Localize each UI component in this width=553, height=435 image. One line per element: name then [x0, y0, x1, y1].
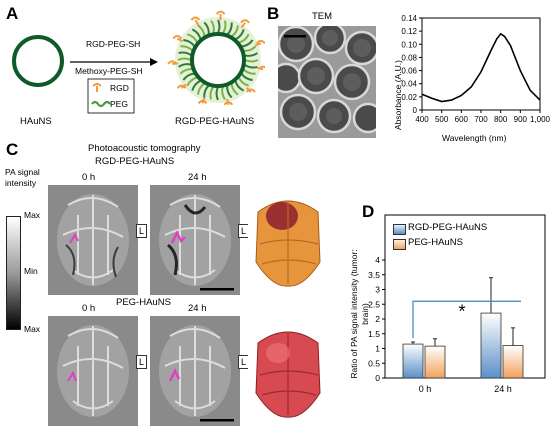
absorbance-x-tick: 800 [494, 115, 508, 124]
pa-image-rgd-24h [150, 185, 240, 295]
rgd-ligand-icon [240, 19, 250, 29]
tem-scale-bar [284, 35, 306, 38]
side-marker-peg-0h: L [136, 355, 147, 369]
rgd-legend-icon [92, 83, 102, 92]
rgd-ligand-icon [167, 60, 179, 65]
reaction-arrow-head [150, 58, 158, 66]
absorbance-y-tick: 0.06 [401, 67, 417, 76]
absorbance-x-tick: 700 [474, 115, 488, 124]
ratio-y-tick: 2 [375, 314, 380, 324]
pa-image-rgd-0h [48, 185, 138, 295]
ratio-y-tick: 1.5 [368, 329, 380, 339]
rgd-ligand-icon [223, 98, 234, 106]
side-marker-rgd-0h: L [136, 224, 147, 238]
rgd-peg-hauns-label: RGD-PEG-HAuNS [175, 116, 255, 127]
rgd-peg-hauns-sphere [167, 10, 265, 106]
absorbance-ylabel: Absorbance (A.U.) [393, 60, 403, 130]
absorbance-y-tick: 0 [413, 106, 418, 115]
hauns-sphere [12, 35, 64, 87]
peg-time-24: 24 h [188, 303, 207, 314]
legend-peg-swatch [393, 239, 406, 250]
absorbance-y-tick: 0.14 [401, 14, 417, 23]
peg-legend-icon [91, 100, 111, 108]
pat-title: Photoacoustic tomography [88, 143, 201, 154]
rgd-ligand-icon [190, 16, 201, 26]
absorbance-x-tick: 600 [455, 115, 469, 124]
rgd-ligand-icon [215, 10, 226, 21]
pa-image-peg-0h [48, 316, 138, 426]
brain-photo-peg [248, 323, 328, 423]
rgd-time-0: 0 h [82, 172, 96, 183]
pa-colorbar [6, 216, 21, 330]
pa-image-peg-24h [150, 316, 240, 426]
peg-row-title: PEG-HAuNS [116, 297, 171, 308]
ratio-plot-frame [384, 214, 546, 379]
ratio-y-tick: 3 [375, 285, 380, 295]
absorbance-curve [421, 32, 541, 103]
panel-b-letter: B [267, 4, 280, 23]
rgd-ligand-icon [172, 35, 184, 43]
absorbance-x-tick: 400 [415, 115, 429, 124]
panel-d-letter: D [362, 202, 375, 221]
absorbance-y-tick: 0.10 [401, 40, 417, 49]
ratio-ylabel: Ratio of PA signal intensity (tumor: bra… [349, 249, 370, 379]
significance-bracket [412, 300, 521, 339]
ratio-bar [480, 312, 502, 379]
rgd-time-24: 24 h [188, 172, 207, 183]
rgd-row-title: RGD-PEG-HAuNS [95, 156, 175, 167]
ratio-bar [424, 345, 446, 379]
absorbance-plot-frame [421, 17, 541, 111]
panel-a-letter: A [6, 4, 19, 23]
ratio-y-tick: 0.5 [368, 358, 380, 368]
absorbance-y-tick: 0.04 [401, 80, 417, 89]
tem-image [278, 26, 376, 138]
absorbance-chart: 400 500 600 700 800 900 1,000 0 0.02 0.04 0.06 0.08… [401, 14, 550, 124]
ratio-bar [402, 343, 424, 379]
legend-peg-label: PEG [110, 99, 128, 109]
brain-photo-rgd [248, 192, 328, 292]
rgd-ligand-icon [257, 65, 265, 71]
ratio-y-tick: 4 [375, 255, 380, 265]
ratio-x-tick: 0 h [419, 384, 432, 394]
panel-a-schematic [12, 10, 265, 114]
absorbance-y-tick: 0.02 [401, 93, 417, 102]
ratio-bar [502, 345, 524, 379]
ratio-y-tick: 1 [375, 344, 380, 354]
ratio-y-tick: 2.5 [368, 299, 380, 309]
absorbance-x-tick: 900 [514, 115, 528, 124]
ratio-x-tick: 24 h [494, 384, 512, 394]
arrow-top-reagent: RGD-PEG-SH [86, 39, 141, 49]
legend-rgd-label: RGD [110, 83, 129, 93]
rgd-ligand-icon [245, 87, 256, 93]
rgd-ligand-icon [197, 97, 208, 104]
legend-rgd-series: RGD-PEG-HAuNS [408, 222, 488, 233]
rgd-ligand-icon [254, 39, 265, 47]
peg-time-0: 0 h [82, 303, 96, 314]
scale-max-top: Max [24, 210, 41, 220]
absorbance-y-tick: 0.12 [401, 27, 417, 36]
ratio-y-tick: 0 [375, 373, 380, 383]
legend-peg-series: PEG-HAuNS [408, 237, 463, 248]
panel-c-letter: C [6, 140, 19, 159]
tem-label: TEM [312, 11, 333, 22]
hauns-label: HAuNS [20, 116, 52, 127]
scale-min: Min [24, 266, 38, 276]
significance-star: * [458, 301, 465, 321]
arrow-bottom-reagent: Methoxy-PEG-SH [75, 66, 143, 76]
ratio-chart: 0 0.5 1 1.5 2 2.5 3 3.5 4 0 h 24 h * [368, 214, 546, 394]
absorbance-xlabel: Wavelength (nm) [442, 133, 507, 143]
scale-title: PA signal intensity [5, 167, 40, 188]
absorbance-y-tick: 0.08 [401, 53, 417, 62]
legend-rgd-swatch [393, 224, 406, 235]
absorbance-x-tick: 500 [435, 115, 449, 124]
absorbance-x-tick: 1,000 [530, 115, 550, 124]
ratio-y-tick: 3.5 [368, 270, 380, 280]
scale-max-bottom: Max [24, 324, 41, 334]
rgd-ligand-icon [176, 83, 187, 89]
